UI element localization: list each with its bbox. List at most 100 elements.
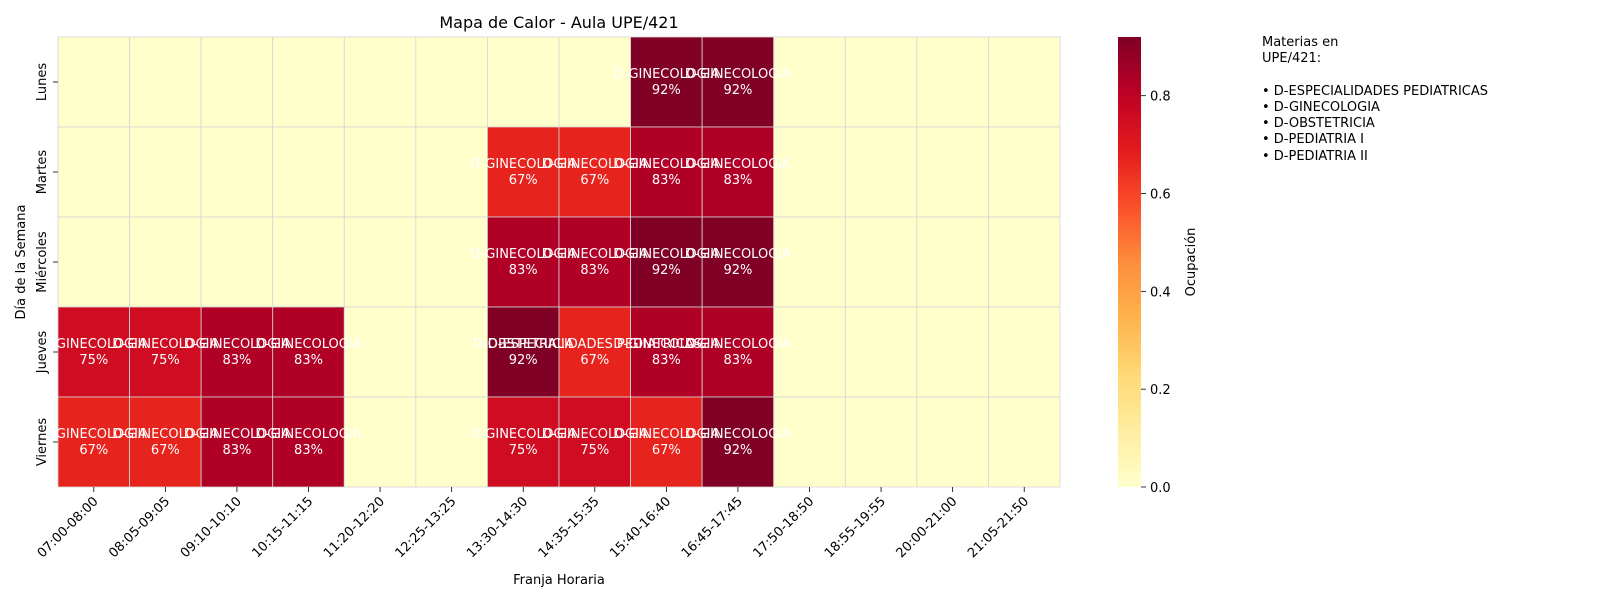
heatmap-cell: [272, 306, 345, 398]
heatmap-cell: [916, 306, 989, 398]
heatmap-cell: [773, 36, 846, 128]
heatmap-cell: [272, 396, 345, 488]
y-tick-label: Viernes: [35, 418, 50, 467]
heatmap-cell: [773, 396, 846, 488]
cell-data-label: D-GINECOLOGIA 92%: [613, 67, 719, 98]
heatmap-cell: [630, 36, 703, 128]
colorbar-tick-label: 0.4: [1150, 285, 1171, 300]
x-tick-label: 09:10-10:10: [178, 494, 245, 561]
y-tick-label: Martes: [35, 150, 50, 195]
cell-data-label: D-GINECOLOGIA 92%: [685, 67, 791, 98]
heatmap-cell: [773, 306, 846, 398]
heatmap-cell: [701, 126, 775, 218]
heatmap-cell: [773, 126, 846, 218]
y-tick-label: Miércoles: [35, 231, 50, 293]
cell-data-label: D-GINECOLOGIA 67%: [112, 427, 218, 458]
heatmap-cell: [844, 306, 918, 398]
x-tick-label: 21:05-21:50: [965, 494, 1032, 561]
legend-line: • D-PEDIATRIA I: [1262, 132, 1364, 148]
cell-data-label: D-ESPECIALIDADES PEDIATRICAS 67%: [488, 337, 702, 368]
x-axis: 07:00-08:00 08:05-09:05 09:10-10:10 10:15-1…: [35, 487, 1032, 561]
cell-data-label: D-GINECOLOGIA 92%: [613, 247, 719, 278]
cell-data-label: D-GINECOLOGIA 75%: [41, 337, 147, 368]
x-tick-label: 20:00-21:00: [894, 494, 961, 561]
x-tick-label: 17:50-18:50: [750, 494, 817, 561]
heatmap-cell: [272, 126, 345, 218]
heatmap-cell: [558, 36, 631, 128]
heatmap-cell: [129, 126, 202, 218]
colorbar-tick-label: 0.8: [1150, 90, 1171, 105]
cell-data-label: D-GINECOLOGIA 75%: [470, 427, 576, 458]
x-tick-label: 12:25-13:25: [393, 494, 460, 561]
legend-line: • D-ESPECIALIDADES PEDIATRICAS: [1262, 83, 1488, 99]
heatmap-cell: [630, 396, 703, 488]
heatmap-cell: [988, 36, 1061, 128]
cell-data-label: D-GINECOLOGIA 83%: [613, 157, 719, 188]
heatmap-cell: [487, 126, 560, 218]
legend-line: Materias en: [1262, 35, 1339, 50]
heatmap-cell: [200, 306, 274, 398]
chart-title: Mapa de Calor - Aula UPE/421: [439, 13, 678, 32]
cell-data-label: D-GINECOLOGIA 83%: [184, 427, 290, 458]
x-tick-label: 10:15-11:15: [249, 494, 316, 561]
heatmap-cell: [630, 306, 703, 398]
legend-spacer: [1262, 68, 1488, 84]
cell-data-label: D-OBSTETRICIA 92%: [473, 337, 574, 368]
heatmap-cell: [415, 36, 488, 128]
heatmap-cell: [558, 396, 631, 488]
heatmap-cell: [129, 36, 202, 128]
heatmap-cell: [57, 126, 130, 218]
heatmap-cell: [200, 216, 274, 308]
heatmap-cell: [272, 36, 345, 128]
x-tick-label: 15:40-16:40: [607, 494, 674, 561]
heatmap-cells: [57, 36, 1061, 488]
heatmap-cell: [415, 396, 488, 488]
legend-line: • D-PEDIATRIA II: [1262, 148, 1368, 164]
heatmap-cell: [487, 396, 560, 488]
subjects-legend: Materias en UPE/421: • D-ESPECIALIDADES PE…: [1262, 35, 1488, 165]
x-tick-label: 07:00-08:00: [35, 494, 102, 561]
cell-data-label: D-GINECOLOGIA 83%: [470, 247, 576, 278]
legend-line: • D-OBSTETRICIA: [1262, 116, 1375, 132]
heatmap-cell: [558, 306, 631, 398]
legend-line: UPE/421:: [1262, 51, 1322, 67]
cell-data-label: D-GINECOLOGIA 83%: [685, 157, 791, 188]
x-tick-label: 18:55-19:55: [822, 494, 889, 561]
cell-data-label: D-GINECOLOGIA 67%: [613, 427, 719, 458]
y-tick-label: Lunes: [35, 63, 50, 101]
heatmap-cell: [988, 306, 1061, 398]
cell-data-label: D-GINECOLOGIA 75%: [112, 337, 218, 368]
heatmap-cell: [487, 306, 560, 398]
heatmap-cell: [129, 306, 202, 398]
cell-data-label: D-GINECOLOGIA 83%: [255, 427, 361, 458]
heatmap-cell: [343, 36, 417, 128]
heatmap-cell: [844, 216, 918, 308]
heatmap-cell: [844, 396, 918, 488]
heatmap-cell: [343, 216, 417, 308]
heatmap-cell: [200, 126, 274, 218]
heatmap-cell: [988, 396, 1061, 488]
heatmap-cell: [57, 216, 130, 308]
heatmap-cell: [844, 36, 918, 128]
heatmap-cell: [57, 396, 130, 488]
x-tick-label: 14:35-15:35: [536, 494, 603, 561]
legend-line: • D-GINECOLOGIA: [1262, 99, 1380, 115]
x-tick-label: 11:20-12:20: [321, 494, 388, 561]
heatmap-cell: [916, 126, 989, 218]
heatmap-cell: [200, 36, 274, 128]
heatmap-cell: [988, 126, 1061, 218]
heatmap-cell: [343, 396, 417, 488]
cell-data-label: D-GINECOLOGIA 75%: [542, 427, 648, 458]
colorbar-gradient: [1118, 37, 1141, 487]
colorbar-tick-label: 0.0: [1150, 481, 1171, 496]
heatmap-cell: [916, 216, 989, 308]
cell-data-label: D-GINECOLOGIA 67%: [470, 157, 576, 188]
heatmap-cell: [844, 126, 918, 218]
cell-data-label: D-GINECOLOGIA 83%: [184, 337, 290, 368]
cell-data-label: D-GINECOLOGIA 83%: [613, 337, 719, 368]
x-tick-label: 08:05-09:05: [106, 494, 173, 561]
x-tick-label: 16:45-17:45: [679, 494, 746, 561]
heatmap-cell: [701, 306, 775, 398]
heatmap-cell: [129, 216, 202, 308]
